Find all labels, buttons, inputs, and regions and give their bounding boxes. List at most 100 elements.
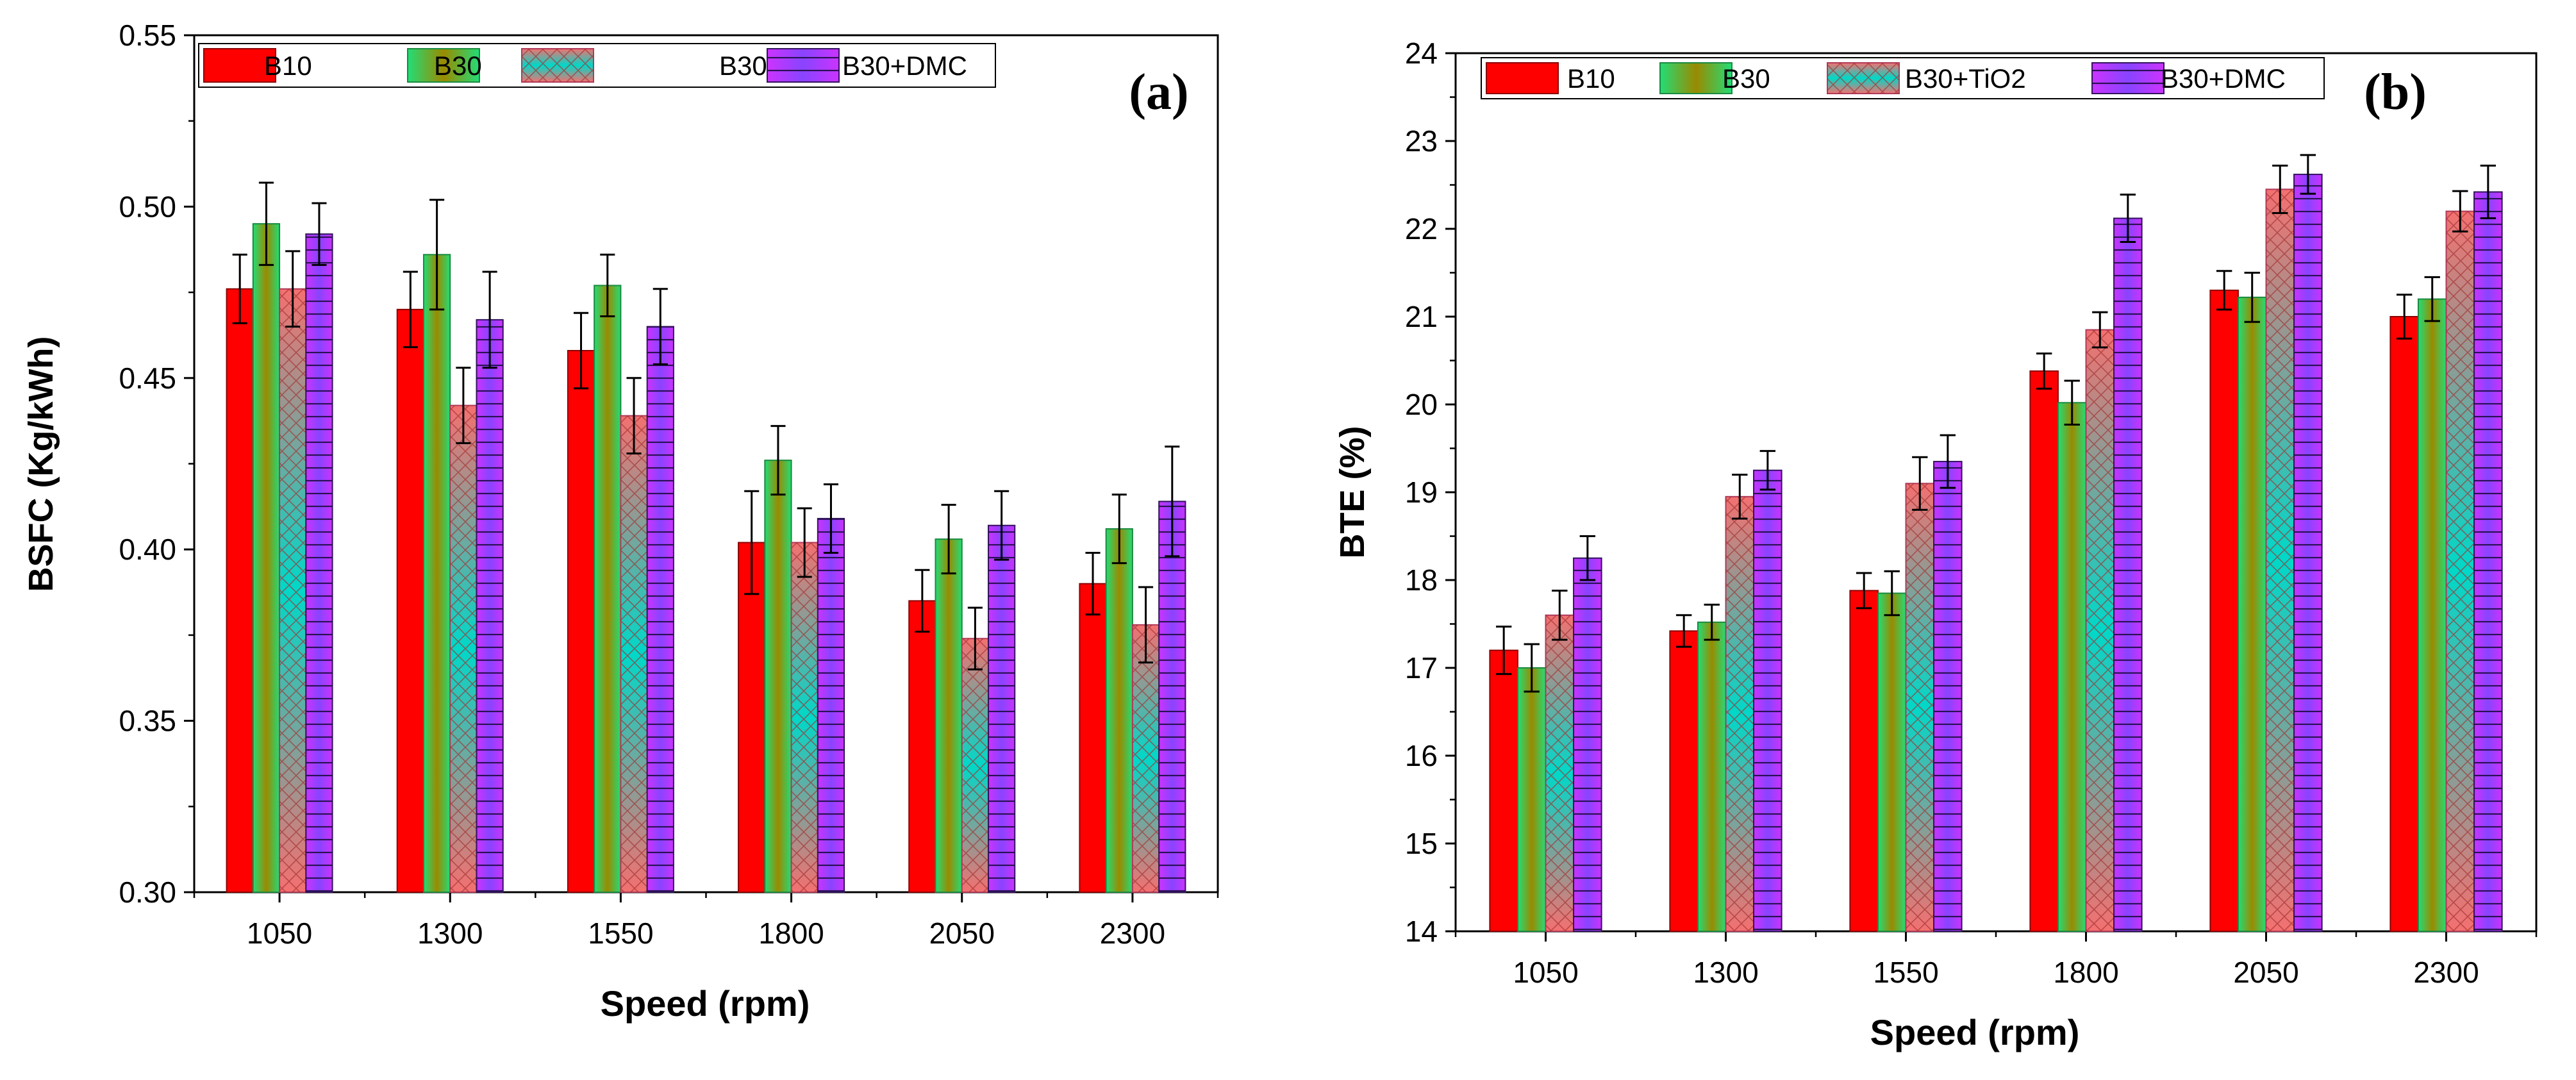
bar-b30-1050 <box>1517 643 1547 932</box>
bar-b30-tio2-1050 <box>279 250 307 893</box>
bar-fill <box>396 308 424 893</box>
x-tick-label: 2300 <box>1100 917 1165 950</box>
bar-fill <box>2417 298 2447 933</box>
x-tick-label: 2050 <box>929 917 995 950</box>
bar-b10-2050 <box>908 569 936 893</box>
y-tick-label: 22 <box>1405 212 1438 245</box>
panel-b-bte-chart: 14 15 16 17 18 19 20 21 22 23 24 1050 1300 1550 1800 20… <box>1333 37 2538 1052</box>
bar-b30-dmc-1050 <box>1573 535 1602 932</box>
bar-b30-dmc-1050 <box>305 202 333 893</box>
y-tick-label: 0.30 <box>119 876 176 909</box>
bar-pattern <box>450 405 477 892</box>
legend-label: B10 <box>1567 63 1615 94</box>
bar-b30-dmc-1550 <box>646 288 674 893</box>
bar-pattern <box>1574 558 1602 931</box>
x-tick-label: 1050 <box>247 917 312 950</box>
y-tick-label: 21 <box>1405 300 1438 333</box>
y-tick-label: 20 <box>1405 388 1438 421</box>
y-tick-label: 0.45 <box>119 361 176 395</box>
bar-b10-1300 <box>396 270 424 893</box>
bar-pattern <box>2114 218 2142 931</box>
bar-b30-1800 <box>764 425 792 893</box>
y-tick-label: 0.55 <box>119 19 176 52</box>
legend-box <box>198 43 996 88</box>
y-tick-label: 15 <box>1405 827 1438 860</box>
bar-pattern <box>988 525 1015 892</box>
bar-b10-1300 <box>1669 614 1699 933</box>
x-axis-title: Speed (rpm) <box>601 983 810 1024</box>
panel-label: (b) <box>2364 64 2427 120</box>
bar-b30-2300 <box>2417 276 2447 933</box>
bar-pattern <box>791 542 818 892</box>
bar-b30-dmc-2050 <box>988 490 1016 893</box>
bar-b10-2300 <box>2389 294 2419 932</box>
bar-b10-1550 <box>1849 572 1879 932</box>
bar-pattern <box>2474 192 2502 932</box>
x-tick-label: 2300 <box>2413 956 2479 989</box>
legend-label: B30 <box>434 51 482 81</box>
bar-b30-dmc-1300 <box>1753 450 1782 932</box>
bar-b30-tio2-2300 <box>1131 586 1160 893</box>
legend-label: B30+DMC <box>842 51 967 81</box>
bar-b30-tio2-1800 <box>790 507 819 893</box>
bar-fill <box>1877 592 1907 932</box>
bar-b30-tio2-2050 <box>2265 164 2295 933</box>
bar-b30-dmc-1550 <box>1933 434 1963 932</box>
bar-fill <box>1105 528 1133 893</box>
y-tick-label: 23 <box>1405 124 1438 158</box>
y-tick-label: 0.35 <box>119 704 176 738</box>
bar-fill <box>1517 667 1547 932</box>
bar-b30-1300 <box>422 199 451 893</box>
bar-b30-1050 <box>252 181 281 893</box>
bar-b30-tio2-2050 <box>961 606 990 893</box>
legend-swatch <box>1486 62 1559 94</box>
bar-b30-dmc-1800 <box>2113 194 2143 932</box>
plot-frame <box>193 34 1219 893</box>
bar-fill <box>738 542 766 893</box>
bar-pattern <box>961 638 989 892</box>
legend-label: B30+DMC <box>2161 63 2286 94</box>
bar-pattern <box>620 415 647 892</box>
x-tick-label: 1550 <box>1873 956 1938 989</box>
bar-b10-1800 <box>2029 353 2059 932</box>
y-axis-title: BSFC (Kg/kWh) <box>22 336 60 592</box>
bar-b30-1300 <box>1697 603 1727 932</box>
bar-b30-tio2-2300 <box>2445 190 2475 933</box>
bar-pattern <box>2266 189 2295 932</box>
y-tick-label: 14 <box>1405 915 1438 948</box>
bar-pattern <box>2086 329 2115 931</box>
bar-b30-1800 <box>2057 379 2087 932</box>
panel-label: (a) <box>1129 64 1188 120</box>
bar-fill <box>908 600 936 893</box>
bar-pattern <box>1132 624 1159 892</box>
bar-pattern <box>647 326 674 893</box>
bar-pattern <box>279 288 306 892</box>
x-axis-title: Speed (rpm) <box>1870 1012 2080 1052</box>
legend-label: B10 <box>264 51 312 81</box>
y-tick-label: 16 <box>1405 739 1438 772</box>
bar-fill <box>1849 590 1879 932</box>
bar-b30-dmc-1300 <box>476 270 504 893</box>
legend-label: B30+TiO2 <box>1905 63 2026 94</box>
legend-swatch-pattern <box>1827 63 1899 94</box>
bar-b10-1050 <box>1489 626 1518 932</box>
bar-fill <box>1697 621 1727 932</box>
panel-a-bsfc-chart: 0.30 0.35 0.40 0.45 0.50 0.55 1050 1300 1550 1800… <box>22 19 1219 1024</box>
bar-fill <box>1669 630 1699 933</box>
y-tick-label: 17 <box>1405 651 1438 685</box>
bar-fill <box>2029 370 2059 932</box>
bar-pattern <box>476 319 503 892</box>
bar-pattern <box>306 234 333 893</box>
bar-fill <box>1489 649 1518 932</box>
bar-b10-1550 <box>567 312 595 893</box>
bar-fill <box>422 254 451 893</box>
bar-fill <box>226 288 254 893</box>
bar-b10-2300 <box>1079 552 1107 893</box>
x-tick-label: 1550 <box>588 917 653 950</box>
bar-pattern <box>1725 496 1754 931</box>
x-tick-label: 1300 <box>1693 956 1758 989</box>
bar-fill <box>935 538 963 893</box>
